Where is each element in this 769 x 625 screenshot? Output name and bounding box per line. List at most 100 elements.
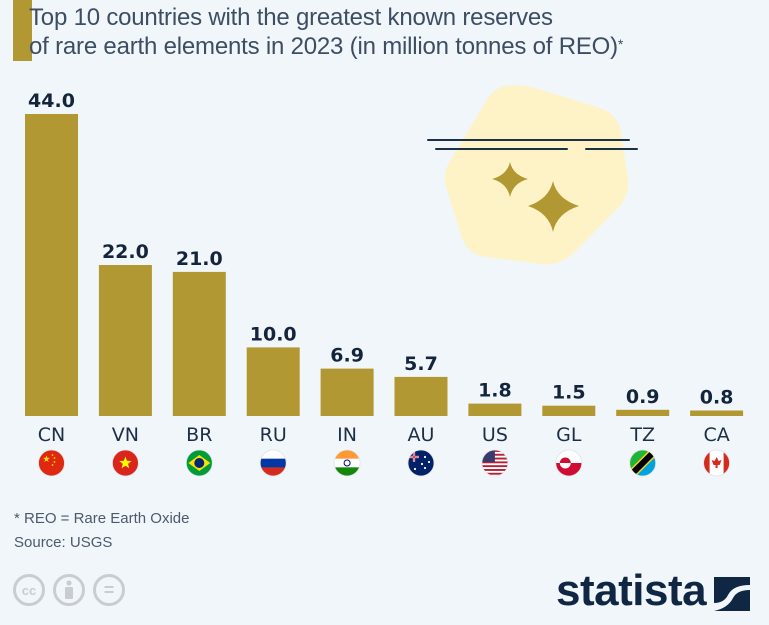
flag-stripe — [260, 467, 287, 476]
flag-star — [53, 457, 56, 459]
flag-disc — [559, 463, 571, 469]
bars-group: 44.0 CN 22.0 VN 21.0 BR 10.0 RU 6.9 IN 5.7 AU 1.8 US 1… — [25, 90, 744, 477]
china-flag-icon — [38, 449, 65, 477]
flag-outline — [555, 449, 583, 477]
brazil-flag-icon — [185, 449, 213, 477]
brand-name: statista — [556, 566, 707, 615]
bar — [246, 347, 300, 416]
flag-outline — [333, 449, 361, 477]
flag-star — [119, 456, 132, 469]
category-label: RU — [260, 424, 287, 446]
statista-logo-mark-icon — [714, 577, 751, 611]
flag-star — [423, 455, 427, 459]
flag-star — [423, 466, 427, 470]
value-label: 21.0 — [176, 248, 223, 270]
bar — [468, 403, 522, 416]
flag-bar — [723, 450, 730, 476]
title-line-2: of rare earth elements in 2023 (in milli… — [29, 33, 618, 60]
flag-star — [427, 460, 431, 464]
vietnam-flag-icon — [112, 449, 139, 477]
flag-stripe — [334, 458, 361, 468]
value-label: 5.7 — [404, 353, 438, 375]
footnote-source: Source: USGS — [14, 534, 113, 551]
flag-stripe — [334, 450, 361, 459]
flag-outline — [703, 449, 730, 477]
chart-title: Top 10 countries with the greatest known… — [29, 3, 749, 61]
flag-star — [413, 467, 417, 471]
statista-logo[interactable]: statista — [556, 566, 751, 616]
value-label: 1.5 — [552, 382, 586, 404]
decorative-illustration — [427, 85, 638, 265]
category-label: IN — [337, 424, 357, 446]
flag-leaf — [711, 457, 722, 468]
flag-stripe — [334, 467, 361, 476]
bar — [690, 410, 744, 416]
flag-stripe — [481, 469, 508, 471]
flag-star — [43, 455, 50, 462]
license-icons: cc = — [13, 574, 125, 606]
india-flag-icon — [333, 449, 361, 477]
flag-stripe — [481, 461, 508, 464]
title-asterisk: * — [617, 36, 624, 52]
greenland-flag-icon — [555, 449, 583, 477]
flag-star — [53, 461, 56, 463]
category-label: US — [482, 424, 508, 446]
flag-star — [51, 454, 54, 456]
category-label: CN — [38, 424, 65, 446]
flag-bar — [703, 450, 710, 476]
value-label: 44.0 — [28, 90, 75, 112]
attribution-icon[interactable] — [53, 574, 85, 606]
flag-union — [409, 452, 419, 462]
footnote-note: * REO = Rare Earth Oxide — [14, 510, 190, 527]
flag-outline — [407, 449, 435, 477]
flag-globe — [194, 458, 205, 468]
value-label: 10.0 — [250, 323, 297, 345]
bar — [616, 409, 670, 416]
no-derivatives-icon[interactable]: = — [93, 574, 125, 606]
flag-outline — [259, 449, 287, 477]
footnote: * REO = Rare Earth Oxide Source: USGS — [14, 507, 190, 555]
canada-flag-icon — [703, 449, 730, 477]
value-label: 0.8 — [700, 387, 734, 409]
bar-chart: 44.0 CN 22.0 VN 21.0 BR 10.0 RU 6.9 IN 5.7 AU 1.8 US 1… — [25, 85, 744, 477]
title-line-1: Top 10 countries with the greatest known… — [29, 4, 553, 31]
flag-outline — [185, 449, 213, 477]
flag-stripe — [481, 472, 508, 475]
bar — [172, 271, 226, 416]
flag-chakra — [343, 459, 351, 467]
bar — [542, 405, 596, 416]
flag-outline — [629, 449, 657, 477]
bar — [25, 114, 78, 416]
flag-outline — [112, 449, 139, 477]
flag-outline — [38, 449, 65, 477]
value-label: 1.8 — [478, 380, 512, 402]
flag-stripe — [260, 458, 287, 468]
title-accent-bar — [13, 0, 32, 61]
flag-star — [420, 462, 424, 466]
usa-flag-icon — [481, 449, 509, 477]
flag-field — [38, 450, 65, 476]
flag-outline — [481, 449, 509, 477]
tanzania-flag-icon — [629, 449, 657, 477]
bar — [98, 265, 152, 416]
bar — [394, 376, 448, 416]
flag-band — [629, 450, 656, 476]
cc-icon[interactable]: cc — [13, 574, 45, 606]
category-label: CA — [703, 424, 729, 446]
category-label: GL — [556, 424, 582, 446]
category-label: TZ — [629, 424, 655, 446]
flag-star — [51, 464, 54, 466]
value-label: 22.0 — [102, 241, 149, 263]
hexagon-background-icon — [444, 85, 629, 265]
sparkle-large-icon — [528, 181, 579, 232]
bar — [320, 368, 374, 416]
australia-flag-icon — [407, 449, 435, 477]
flag-stripe — [481, 465, 508, 468]
category-label: AU — [408, 424, 435, 446]
category-label: BR — [186, 424, 212, 446]
value-label: 6.9 — [330, 345, 364, 367]
category-label: VN — [112, 424, 139, 446]
russia-flag-icon — [259, 449, 287, 477]
value-label: 0.9 — [626, 386, 660, 408]
flag-disc — [559, 457, 571, 463]
